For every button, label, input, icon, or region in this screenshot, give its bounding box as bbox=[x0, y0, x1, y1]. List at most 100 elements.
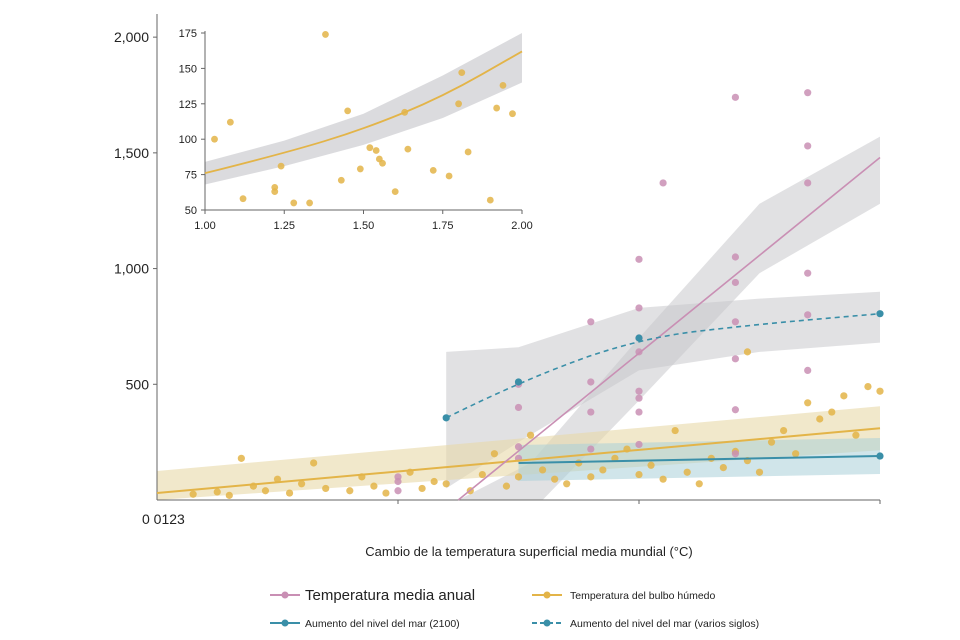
legend-label-teal: Aumento del nivel del mar (2100) bbox=[305, 618, 460, 630]
point-annual-mean-temp bbox=[659, 179, 667, 187]
inset-point-wet-bulb bbox=[509, 110, 516, 118]
legend-label-pink: Temperatura media anual bbox=[305, 587, 475, 604]
point-annual-mean-temp bbox=[804, 311, 812, 319]
point-annual-mean-temp bbox=[804, 269, 812, 277]
point-wet-bulb bbox=[695, 480, 703, 488]
legend-item-teal-dashed: Aumento del nivel del mar (varios siglos… bbox=[532, 618, 759, 630]
point-wet-bulb bbox=[189, 490, 197, 498]
point-wet-bulb bbox=[828, 408, 836, 416]
inset-point-wet-bulb bbox=[277, 162, 285, 170]
point-wet-bulb bbox=[310, 459, 318, 467]
inset-point-wet-bulb bbox=[493, 104, 501, 112]
inset-confidence-band bbox=[205, 33, 522, 185]
point-wet-bulb bbox=[816, 415, 824, 423]
point-annual-mean-temp bbox=[731, 318, 740, 326]
inset-point-wet-bulb bbox=[464, 148, 472, 156]
point-annual-mean-temp bbox=[587, 445, 595, 453]
fit-line-sea-level-2100 bbox=[518, 455, 881, 464]
point-wet-bulb bbox=[478, 470, 486, 479]
inset-x-tick-label: 2.00 bbox=[511, 220, 532, 232]
point-wet-bulb bbox=[526, 431, 535, 439]
point-wet-bulb bbox=[876, 387, 884, 395]
main-tick-labels: 500 1,000 1,500 2,000 bbox=[114, 29, 149, 392]
point-wet-bulb bbox=[213, 488, 221, 496]
legend-marker-teal-dashed bbox=[543, 619, 551, 627]
point-annual-mean-temp bbox=[804, 142, 812, 150]
point-sea-level-centuries bbox=[635, 334, 643, 342]
inset-point-wet-bulb bbox=[499, 81, 507, 89]
inset-point-wet-bulb bbox=[486, 196, 494, 204]
point-sea-level-centuries bbox=[514, 378, 523, 386]
legend-marker-pink bbox=[281, 591, 289, 599]
legend-item-teal: Aumento del nivel del mar (2100) bbox=[270, 618, 460, 630]
x-tick-labels: 0 0123 bbox=[142, 511, 185, 527]
point-annual-mean-temp bbox=[635, 255, 643, 263]
point-annual-mean-temp bbox=[394, 487, 402, 495]
inset-point-wet-bulb bbox=[379, 159, 386, 167]
point-wet-bulb bbox=[514, 473, 523, 481]
inset-point-wet-bulb bbox=[271, 188, 279, 195]
y-tick-label: 500 bbox=[126, 376, 150, 392]
point-wet-bulb bbox=[659, 475, 667, 483]
inset-y-tick-label: 75 bbox=[185, 170, 197, 182]
point-annual-mean-temp bbox=[635, 440, 643, 449]
inset-point-wet-bulb bbox=[211, 135, 218, 143]
point-wet-bulb bbox=[382, 489, 390, 497]
point-wet-bulb bbox=[442, 480, 450, 488]
point-wet-bulb bbox=[852, 431, 860, 439]
point-wet-bulb bbox=[370, 482, 378, 490]
point-wet-bulb bbox=[502, 482, 511, 490]
point-wet-bulb bbox=[719, 464, 727, 472]
inset-point-wet-bulb bbox=[366, 144, 374, 152]
point-wet-bulb bbox=[225, 491, 233, 499]
point-wet-bulb bbox=[237, 454, 245, 462]
point-annual-mean-temp bbox=[731, 406, 740, 414]
inset-x-tick-label: 1.25 bbox=[274, 220, 295, 232]
inset-point-wet-bulb bbox=[445, 172, 453, 180]
point-wet-bulb bbox=[418, 484, 426, 493]
point-annual-mean-temp bbox=[587, 318, 595, 326]
point-wet-bulb bbox=[285, 489, 294, 497]
inset-point-wet-bulb bbox=[344, 107, 352, 115]
legend-marker-teal bbox=[281, 619, 289, 627]
point-wet-bulb bbox=[840, 392, 848, 400]
legend-label-gold: Temperatura del bulbo húmedo bbox=[570, 590, 716, 602]
point-wet-bulb bbox=[575, 459, 583, 467]
point-wet-bulb bbox=[539, 466, 547, 474]
point-annual-mean-temp bbox=[514, 403, 523, 412]
point-wet-bulb bbox=[346, 487, 354, 495]
point-annual-mean-temp bbox=[731, 93, 740, 101]
point-annual-mean-temp bbox=[635, 394, 643, 402]
y-tick-label: 1,500 bbox=[114, 145, 149, 161]
inset-y-tick-label: 125 bbox=[179, 99, 197, 111]
point-wet-bulb bbox=[430, 477, 438, 486]
inset-point-wet-bulb bbox=[455, 100, 462, 108]
point-annual-mean-temp bbox=[804, 366, 812, 374]
inset-point-wet-bulb bbox=[372, 147, 380, 154]
point-wet-bulb bbox=[755, 468, 764, 476]
fit-line-wet-bulb bbox=[156, 427, 881, 495]
point-wet-bulb bbox=[767, 438, 776, 446]
legend-label-teal-dashed: Aumento del nivel del mar (varios siglos… bbox=[570, 618, 759, 630]
legend-item-pink: Temperatura media anual bbox=[270, 587, 475, 604]
inset-x-tick-label: 1.75 bbox=[432, 220, 453, 232]
inset-y-tick-label: 175 bbox=[179, 28, 197, 40]
y-tick-label: 1,000 bbox=[114, 261, 149, 277]
point-wet-bulb bbox=[587, 473, 595, 481]
inset-y-tick-label: 150 bbox=[179, 63, 197, 75]
legend-item-gold: Temperatura del bulbo húmedo bbox=[532, 590, 716, 602]
point-annual-mean-temp bbox=[804, 89, 812, 97]
inset-point-wet-bulb bbox=[226, 118, 234, 126]
band-annual-mean-temp bbox=[458, 136, 880, 500]
point-annual-mean-temp bbox=[731, 355, 740, 363]
point-wet-bulb bbox=[671, 426, 679, 435]
x-axis-label: Cambio de la temperatura superficial med… bbox=[365, 544, 692, 559]
point-wet-bulb bbox=[322, 484, 330, 493]
point-wet-bulb bbox=[780, 426, 788, 435]
point-annual-mean-temp bbox=[635, 408, 643, 416]
point-annual-mean-temp bbox=[587, 378, 595, 386]
point-wet-bulb bbox=[599, 466, 607, 474]
inset-point-wet-bulb bbox=[429, 166, 437, 174]
fit-lines bbox=[156, 156, 881, 501]
